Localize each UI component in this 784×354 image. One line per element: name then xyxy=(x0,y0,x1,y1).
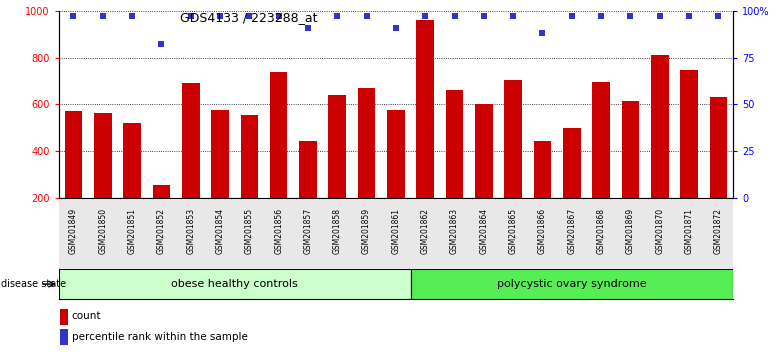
Text: GSM201868: GSM201868 xyxy=(597,208,605,254)
Text: GSM201871: GSM201871 xyxy=(684,208,694,254)
Point xyxy=(712,13,724,19)
Bar xyxy=(411,269,733,299)
Text: disease state: disease state xyxy=(1,279,66,289)
Text: count: count xyxy=(71,311,101,321)
Bar xyxy=(211,110,229,198)
Bar xyxy=(651,55,669,198)
Text: GSM201849: GSM201849 xyxy=(69,208,78,254)
Point xyxy=(184,13,197,19)
Point xyxy=(654,13,666,19)
Bar xyxy=(475,104,492,198)
Text: GSM201853: GSM201853 xyxy=(187,208,195,254)
Bar xyxy=(328,95,346,198)
Point xyxy=(390,25,402,30)
Bar xyxy=(299,141,317,198)
Point xyxy=(477,13,490,19)
Text: GSM201852: GSM201852 xyxy=(157,208,166,254)
Text: GSM201865: GSM201865 xyxy=(509,208,517,254)
Text: GSM201854: GSM201854 xyxy=(216,208,224,254)
Point xyxy=(272,13,285,19)
Bar xyxy=(64,112,82,198)
Bar xyxy=(123,123,141,198)
Point xyxy=(683,13,695,19)
Text: GSM201869: GSM201869 xyxy=(626,208,635,254)
Bar xyxy=(60,309,68,325)
Text: percentile rank within the sample: percentile rank within the sample xyxy=(71,332,248,342)
Text: GSM201856: GSM201856 xyxy=(274,208,283,254)
Bar xyxy=(622,101,639,198)
Bar xyxy=(59,269,411,299)
Text: GSM201855: GSM201855 xyxy=(245,208,254,254)
Bar xyxy=(681,70,698,198)
Bar xyxy=(270,72,288,198)
Point xyxy=(214,13,227,19)
Point xyxy=(536,30,549,36)
Text: GSM201851: GSM201851 xyxy=(128,208,136,254)
Text: GDS4133 / 223288_at: GDS4133 / 223288_at xyxy=(180,11,318,24)
Bar xyxy=(358,88,376,198)
Text: GSM201866: GSM201866 xyxy=(538,208,547,254)
Bar xyxy=(534,141,551,198)
Point xyxy=(67,13,80,19)
Bar xyxy=(446,90,463,198)
Bar xyxy=(153,185,170,198)
Bar xyxy=(241,115,258,198)
Text: GSM201858: GSM201858 xyxy=(332,208,342,254)
Text: GSM201862: GSM201862 xyxy=(421,208,430,254)
Bar xyxy=(416,20,434,198)
Point xyxy=(595,13,608,19)
Point xyxy=(361,13,373,19)
Text: GSM201863: GSM201863 xyxy=(450,208,459,254)
Point xyxy=(419,13,431,19)
Text: polycystic ovary syndrome: polycystic ovary syndrome xyxy=(497,279,647,289)
Text: obese healthy controls: obese healthy controls xyxy=(172,279,298,289)
Text: GSM201859: GSM201859 xyxy=(362,208,371,254)
Bar xyxy=(387,110,405,198)
Point xyxy=(155,41,168,47)
Text: GSM201872: GSM201872 xyxy=(714,208,723,254)
Text: GSM201861: GSM201861 xyxy=(391,208,401,254)
Point xyxy=(302,25,314,30)
Point xyxy=(125,13,138,19)
Text: GSM201864: GSM201864 xyxy=(479,208,488,254)
Bar xyxy=(60,329,68,345)
Text: GSM201867: GSM201867 xyxy=(568,208,576,254)
Bar xyxy=(504,80,522,198)
Text: GSM201850: GSM201850 xyxy=(98,208,107,254)
Point xyxy=(331,13,343,19)
Point xyxy=(565,13,578,19)
Bar xyxy=(593,82,610,198)
Point xyxy=(448,13,461,19)
Point xyxy=(96,13,109,19)
Point xyxy=(624,13,637,19)
Text: GSM201870: GSM201870 xyxy=(655,208,664,254)
Text: GSM201857: GSM201857 xyxy=(303,208,313,254)
Point xyxy=(243,13,256,19)
Bar xyxy=(710,97,728,198)
Bar xyxy=(182,83,199,198)
Bar xyxy=(94,113,111,198)
Point xyxy=(507,13,520,19)
Bar xyxy=(563,128,581,198)
